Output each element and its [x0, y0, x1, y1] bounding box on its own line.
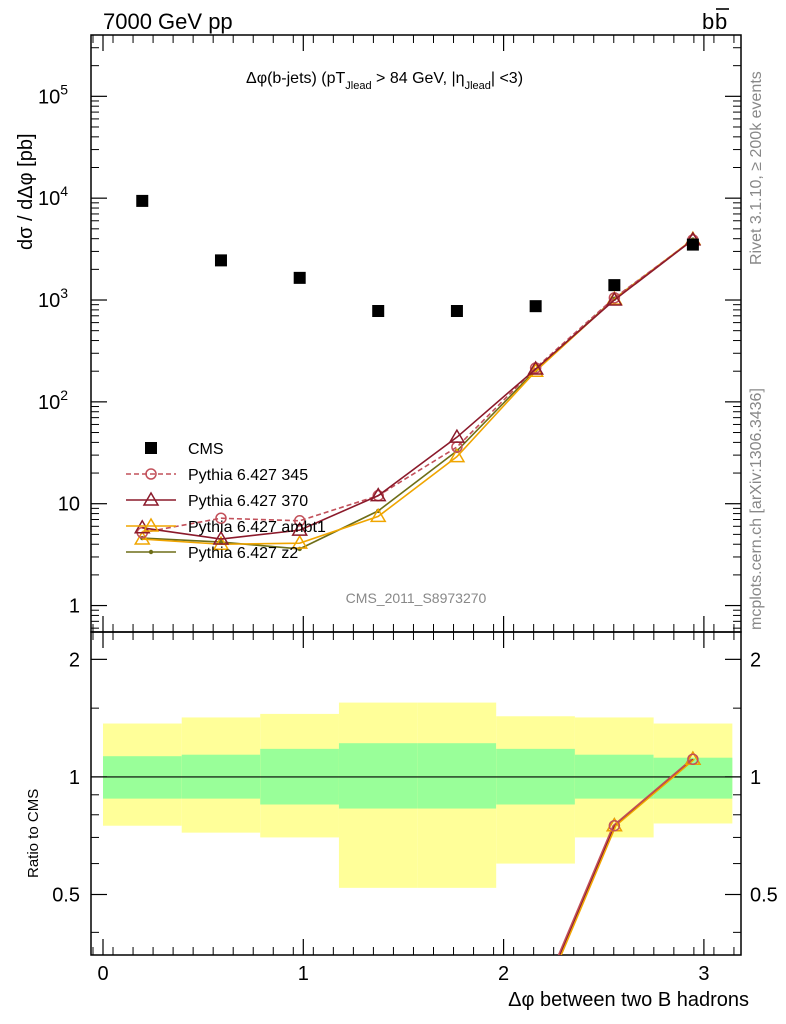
main-ytick-label: 104 — [38, 183, 68, 210]
ratio-ytick-label-right: 1 — [750, 767, 761, 789]
point-pythia-6-427-ambt1 — [291, 534, 309, 549]
data-series — [133, 194, 702, 955]
legend: CMS Pythia 6.427 345 Pythia 6.427 370 Pythi… — [126, 441, 326, 562]
series-line-pythia-6-427-370 — [142, 239, 694, 540]
x-axis-label: Δφ between two B hadrons — [508, 989, 749, 1011]
rivet-label: Rivet 3.1.10, ≥ 200k events — [748, 71, 765, 265]
point-pythia-6-427-ambt1 — [527, 362, 544, 377]
point-pythia-6-427-370 — [448, 428, 466, 443]
point-cms — [608, 279, 621, 292]
ratio-ylabel: Ratio to CMS — [25, 789, 42, 878]
point-pythia-6-427-370 — [527, 360, 544, 375]
ratio-frame — [90, 631, 742, 956]
title-part1: (b-jets) (pT — [267, 70, 345, 87]
title-phi: φ — [257, 70, 267, 87]
legend-marker-cms — [145, 442, 157, 454]
legend-marker-pythia-6-427-345 — [145, 468, 157, 480]
band-inner-bin-3 — [338, 743, 418, 809]
point-pythia-6-427-370 — [369, 487, 387, 502]
axes: 1 10 102 103 104 105 0 1 2 3 0.5 0.5 1 1 2 2 — [38, 34, 778, 985]
point-pythia-6-427-345 — [215, 512, 227, 524]
ratio-ytick-label: 0.5 — [52, 885, 80, 907]
ratio-point-circle — [687, 753, 699, 765]
x-tick-label: 3 — [698, 963, 709, 985]
main-ytick-label: 1 — [69, 596, 80, 618]
analysis-watermark: CMS_2011_S8973270 — [346, 590, 487, 606]
title-sub2: Jlead — [465, 80, 491, 92]
legend-marker-pythia-6-427-370 — [142, 491, 160, 506]
point-cms — [136, 194, 149, 207]
header-right: b b — [702, 8, 729, 34]
ratio-point-circle — [608, 819, 621, 832]
main-ytick-label: 102 — [38, 387, 68, 414]
ratio-line-0 — [558, 758, 694, 955]
legend-label-pythia-6-427-z2: Pythia 6.427 z2 — [188, 545, 298, 562]
ratio-ytick-label-right: 0.5 — [750, 885, 778, 907]
main-ytick-label: 105 — [38, 81, 68, 108]
main-ylabel: dσ / dΔφ [pb] — [15, 133, 37, 250]
ratio-uncertainty-bands — [91, 702, 741, 888]
point-cms — [686, 238, 699, 251]
title-part3: | <3) — [491, 70, 523, 87]
band-inner-bin-4 — [417, 743, 497, 809]
point-cms — [450, 305, 463, 318]
ratio-line-1 — [560, 758, 695, 955]
point-pythia-6-427-370 — [212, 530, 230, 545]
point-cms — [372, 305, 385, 318]
x-tick-label: 1 — [298, 963, 309, 985]
legend-label-pythia-6-427-ambt1: Pythia 6.427 ambt1 — [188, 519, 326, 536]
point-pythia-6-427-370 — [606, 291, 623, 306]
main-ytick-label: 103 — [38, 285, 68, 312]
point-pythia-6-427-ambt1 — [369, 507, 387, 523]
ratio-ytick-label: 2 — [69, 649, 80, 671]
legend-label-pythia-6-427-345: Pythia 6.427 345 — [188, 467, 308, 484]
point-cms — [293, 271, 306, 284]
ratio-ytick-label-right: 2 — [750, 649, 761, 671]
legend-marker-pythia-6-427-ambt1 — [142, 517, 160, 532]
point-pythia-6-427-345 — [293, 515, 306, 527]
legend-marker-pythia-6-427-z2 — [148, 549, 154, 555]
legend-label-pythia-6-427-370: Pythia 6.427 370 — [188, 493, 308, 510]
plot-title: Δφ(b-jets) (pTJlead > 84 GeV, |ηJlead| <… — [246, 70, 523, 92]
ratio-curves — [557, 750, 702, 955]
point-pythia-6-427-370 — [291, 521, 309, 536]
mcplots-label: mcplots.cern.ch [arXiv:1306.3436] — [748, 388, 765, 630]
x-tick-label: 0 — [97, 963, 108, 985]
ratio-ytick-label: 1 — [69, 767, 80, 789]
header-left: 7000 GeV pp — [103, 9, 233, 34]
point-cms — [529, 300, 542, 313]
ratio-line-2 — [557, 758, 693, 955]
point-pythia-6-427-z2 — [218, 539, 224, 545]
header-right-b1: b — [702, 9, 714, 34]
title-delta: Δ — [246, 70, 257, 87]
point-pythia-6-427-ambt1 — [133, 530, 151, 545]
point-cms — [214, 254, 227, 267]
title-sub1: Jlead — [345, 80, 371, 92]
point-pythia-6-427-ambt1 — [448, 448, 466, 463]
point-pythia-6-427-ambt1 — [212, 535, 230, 550]
main-ytick-label: 10 — [58, 494, 80, 516]
header-right-bbar: b — [715, 9, 727, 34]
title-part2: > 84 GeV, |η — [372, 70, 465, 87]
legend-label-cms: CMS — [188, 441, 224, 458]
x-tick-label: 2 — [498, 963, 509, 985]
